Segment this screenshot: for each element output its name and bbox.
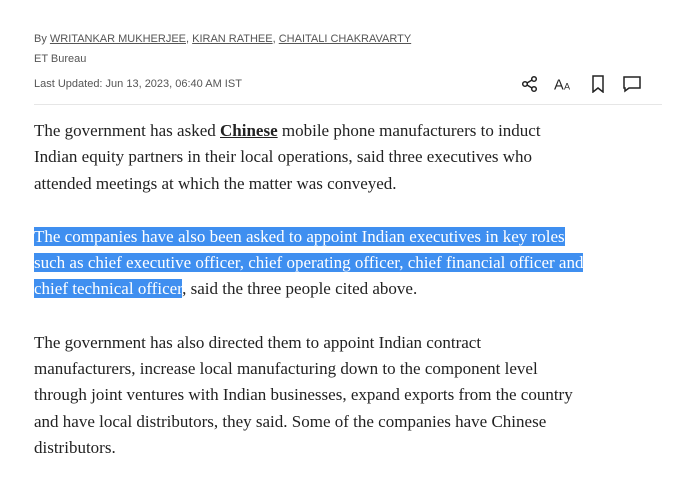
text: The government has asked <box>34 121 220 140</box>
author-link[interactable]: CHAITALI CHAKRAVARTY <box>278 33 412 45</box>
text-line: manufacturers, increase local manufactur… <box>34 359 538 379</box>
paragraph: The government has also directed them to… <box>34 330 674 461</box>
text-line: and have local distributors, they said. … <box>34 411 547 431</box>
text-line: such as chief executive officer, chief o… <box>34 250 674 276</box>
selected-text: The companies have also been asked to ap… <box>34 226 565 246</box>
text-line: The government has also directed them to… <box>34 332 482 352</box>
selected-text: such as chief executive officer, chief o… <box>34 253 584 273</box>
selected-text: chief technical officer <box>34 279 183 299</box>
paragraph-selected: The companies have also been asked to ap… <box>34 224 674 303</box>
svg-text:A: A <box>564 81 571 91</box>
author-link[interactable]: KIRAN RATHEE <box>192 33 273 45</box>
chinese-link[interactable]: Chinese <box>220 121 278 140</box>
by-label: By <box>34 33 50 45</box>
bookmark-icon[interactable] <box>588 74 608 94</box>
last-updated: Last Updated: Jun 13, 2023, 06:40 AM IST <box>34 78 242 90</box>
text-line: through joint ventures with Indian busin… <box>34 385 573 405</box>
text-line: chief technical officer, said the three … <box>34 276 674 302</box>
divider <box>34 104 662 105</box>
text-line: distributors. <box>34 437 116 457</box>
article-body: The government has asked Chinese mobile … <box>34 118 674 488</box>
paragraph: The government has asked Chinese mobile … <box>34 118 674 197</box>
author-link[interactable]: WRITANKAR MUKHERJEE <box>49 33 186 45</box>
text-line: Indian equity partners in their local op… <box>34 147 533 167</box>
bureau: ET Bureau <box>34 53 87 65</box>
text-line: attended meetings at which the matter wa… <box>34 173 397 193</box>
byline: By WRITANKAR MUKHERJEE, KIRAN RATHEE, CH… <box>34 33 412 45</box>
text: mobile phone manufacturers to induct <box>277 121 541 140</box>
share-icon[interactable] <box>520 74 540 94</box>
text-line: The companies have also been asked to ap… <box>34 224 674 250</box>
svg-text:A: A <box>554 77 564 93</box>
text: , said the three people cited above. <box>182 279 418 299</box>
comment-icon[interactable] <box>622 74 642 94</box>
text-line: The government has asked Chinese mobile … <box>34 118 674 144</box>
